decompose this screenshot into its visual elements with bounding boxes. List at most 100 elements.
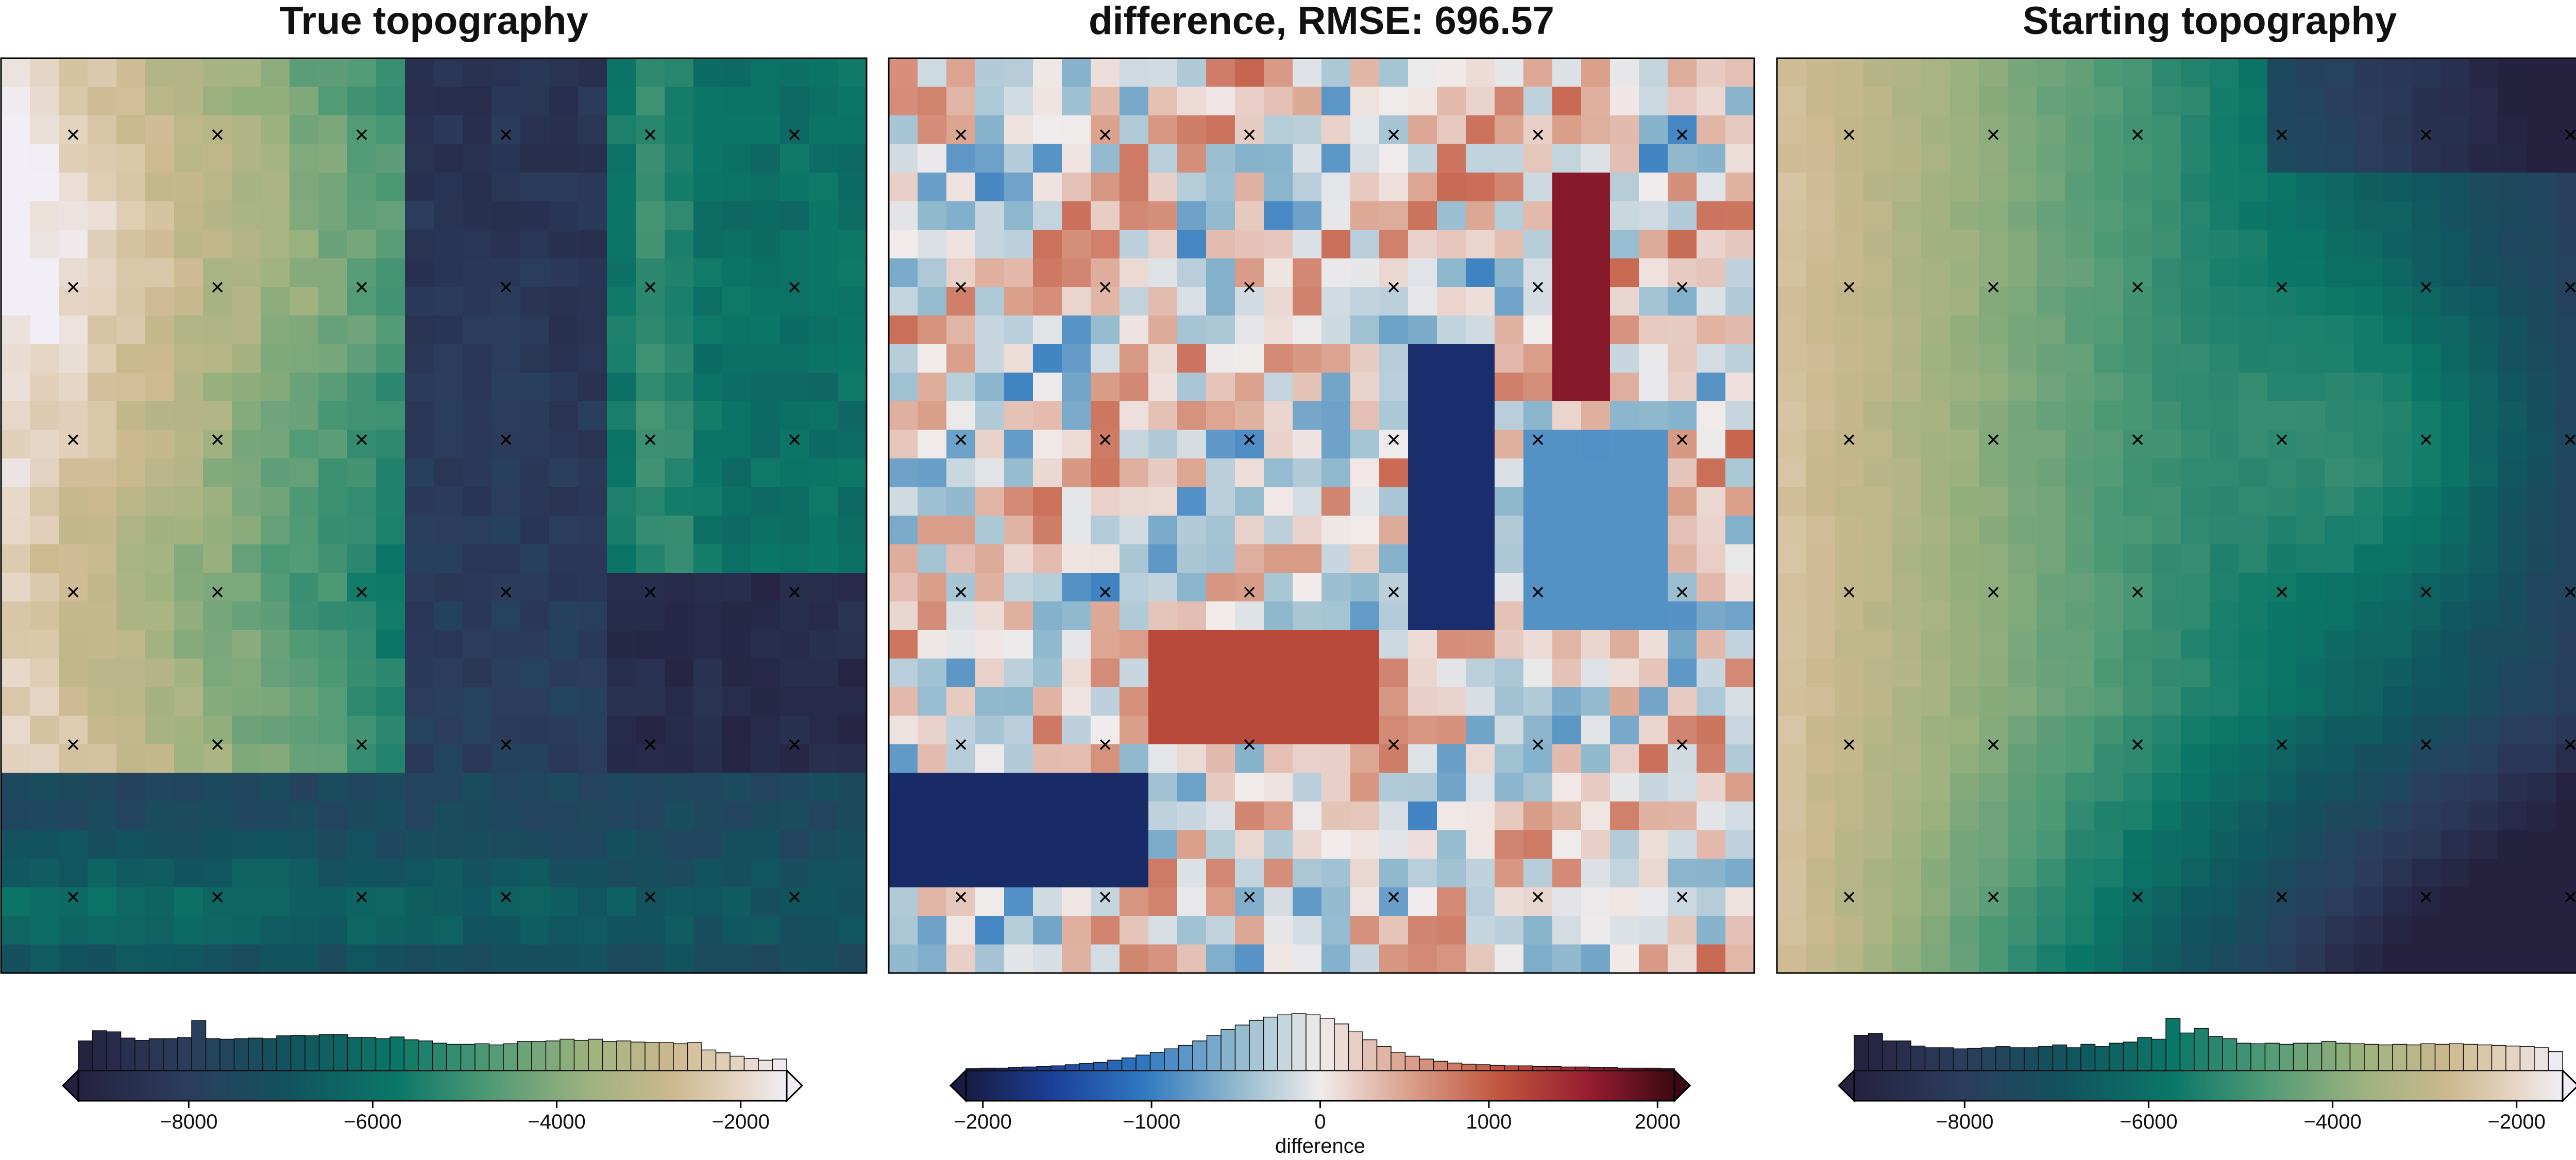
heatmap-cell (88, 315, 117, 345)
heatmap-cell (2469, 315, 2499, 345)
heatmap-cell (174, 87, 204, 116)
heatmap-cell (1835, 58, 1864, 88)
heatmap-cell (1806, 458, 1835, 488)
histogram-bar (1561, 1066, 1576, 1071)
heatmap-cell (1979, 687, 2008, 717)
heatmap-cell (1835, 516, 1864, 545)
heatmap-cell (838, 801, 867, 831)
heatmap-cell (1466, 773, 1495, 802)
heatmap-cell (2065, 372, 2095, 402)
heatmap-cell (1806, 401, 1835, 431)
heatmap-cell (88, 516, 117, 545)
heatmap-cell (1033, 115, 1062, 145)
heatmap-cell (1835, 287, 1864, 316)
constraint-marker: × (1243, 731, 1257, 758)
heatmap-cell (1321, 144, 1351, 173)
heatmap-cell (1408, 372, 1437, 402)
heatmap-cell (290, 401, 319, 431)
histogram-bar (2548, 1051, 2563, 1071)
heatmap-cell (1806, 744, 1835, 774)
heatmap-cell (2354, 801, 2383, 831)
heatmap-cell (1892, 144, 1922, 173)
heatmap-cell (174, 115, 204, 145)
heatmap-cell (1835, 458, 1864, 488)
heatmap-cell (2239, 401, 2268, 431)
heatmap-cell (1033, 458, 1062, 488)
constraint-marker: × (1098, 274, 1112, 300)
heatmap-cell (1091, 315, 1120, 345)
heatmap-cell (1235, 287, 1264, 316)
heatmap-cell (549, 287, 579, 316)
heatmap-cell (809, 658, 838, 688)
heatmap-cell (751, 315, 781, 345)
heatmap-cell (2239, 430, 2268, 459)
heatmap-cell (434, 430, 463, 459)
heatmap-cell (1, 258, 30, 287)
heatmap-cell (1033, 944, 1062, 974)
heatmap-cell (2469, 573, 2499, 602)
heatmap-cell (722, 315, 752, 345)
heatmap-cell (1148, 801, 1178, 831)
heatmap-cell (607, 573, 636, 602)
heatmap-cell (520, 516, 550, 545)
constraint-marker: × (954, 426, 968, 453)
heatmap-cell (1495, 487, 1524, 516)
heatmap-cell (1466, 287, 1495, 316)
heatmap-cell (1495, 573, 1524, 602)
heatmap-cell (889, 430, 918, 459)
heatmap-cell (434, 487, 463, 516)
heatmap-cell (1725, 458, 1755, 488)
heatmap-cell (2267, 859, 2297, 888)
heatmap-cell (1610, 144, 1639, 173)
heatmap-cell (520, 630, 550, 659)
heatmap-cell (780, 916, 809, 945)
heatmap-cell (946, 801, 976, 831)
heatmap-cell (578, 487, 607, 516)
heatmap-cell (1062, 687, 1091, 717)
heatmap-cell (578, 516, 607, 545)
heatmap-cell (549, 573, 579, 602)
heatmap-cell (203, 887, 232, 916)
heatmap-cell (2296, 315, 2326, 345)
heatmap-cell (1777, 516, 1806, 545)
heatmap-cell (2267, 573, 2297, 602)
heatmap-cell (2383, 859, 2412, 888)
heatmap-cell (809, 173, 838, 202)
heatmap-cell (2325, 687, 2354, 717)
heatmap-cell (1495, 344, 1524, 373)
heatmap-cell (1033, 315, 1062, 345)
heatmap-cell (1921, 859, 1951, 888)
heatmap-cell (1610, 430, 1639, 459)
heatmap-cell (290, 487, 319, 516)
heatmap-cell (376, 430, 405, 459)
heatmap-cell (1950, 430, 1979, 459)
heatmap-cell (636, 401, 665, 431)
heatmap-cell (1523, 401, 1553, 431)
heatmap-cell (1725, 944, 1755, 974)
heatmap-cell (1777, 687, 1806, 717)
heatmap-cell (1321, 630, 1351, 659)
heatmap-cell (975, 115, 1005, 145)
heatmap-cell (751, 687, 781, 717)
colorbar-ticks: −8000 −6000 −4000 −2000 (160, 1101, 770, 1133)
heatmap-cell (2123, 230, 2153, 259)
heatmap-cell (2441, 744, 2470, 774)
heatmap-grid (1777, 58, 2576, 974)
heatmap-cell (946, 487, 976, 516)
histogram-bar (2038, 1046, 2053, 1071)
colorbar-extend-high (1673, 1068, 1691, 1103)
heatmap-cell (693, 658, 723, 688)
heatmap-cell (1668, 430, 1697, 459)
heatmap-cell (722, 859, 752, 888)
heatmap-cell (2527, 287, 2556, 316)
heatmap-cell (2527, 887, 2556, 916)
heatmap-cell (2469, 687, 2499, 717)
heatmap-cell (1979, 115, 2008, 145)
heatmap-cell (1408, 144, 1437, 173)
heatmap-cell (636, 830, 665, 859)
heatmap-cell (1408, 601, 1437, 630)
heatmap-cell (2469, 144, 2499, 173)
heatmap-cell (1777, 430, 1806, 459)
heatmap-cell (1892, 401, 1922, 431)
heatmap-cell (2412, 516, 2441, 545)
